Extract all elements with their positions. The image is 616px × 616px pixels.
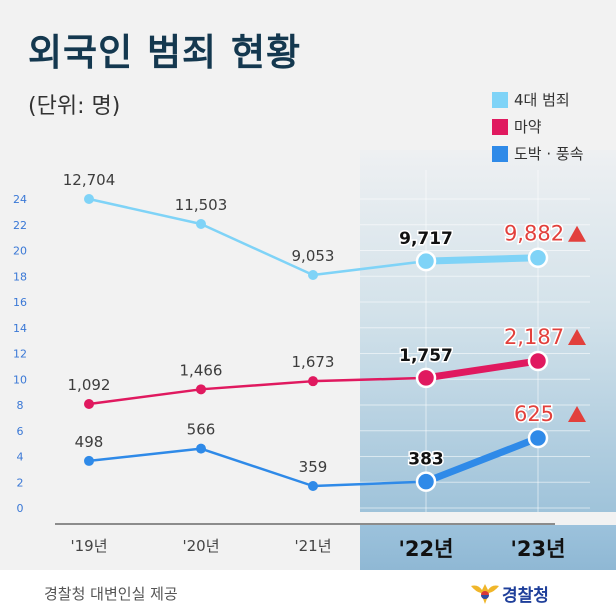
data-point-drug xyxy=(415,367,437,389)
series-line-gambling xyxy=(87,447,203,463)
y-tick-label: 22 xyxy=(13,219,27,232)
series-line-crime xyxy=(87,197,203,226)
data-label-drug: 1,757 xyxy=(399,346,453,366)
increase-triangle-icon xyxy=(568,329,586,345)
y-tick-label: 0 xyxy=(17,502,24,515)
data-point-crime xyxy=(84,194,94,204)
series-line-crime xyxy=(311,259,428,277)
increase-triangle-icon xyxy=(568,225,586,242)
legend-label: 마약 xyxy=(514,118,542,136)
source-credit: 경찰청 대변인실 제공 xyxy=(44,585,178,603)
footer: 경찰청 대변인실 제공 경찰청 xyxy=(0,570,616,616)
legend-swatch-gambling xyxy=(492,145,508,162)
data-label-crime: 9,053 xyxy=(292,247,335,265)
data-label-crime: 12,704 xyxy=(63,171,116,189)
unit-label: (단위: 명) xyxy=(28,94,121,119)
data-label-drug: 1,466 xyxy=(180,361,223,379)
data-point-crime xyxy=(196,219,206,230)
data-point-crime xyxy=(308,270,318,280)
data-label-gambling: 566 xyxy=(187,421,216,439)
legend-item-drug: 마약 xyxy=(492,113,584,140)
legend-label: 4대 범죄 xyxy=(514,91,570,109)
data-point-drug xyxy=(527,350,549,372)
data-label-gambling: 383 xyxy=(408,450,444,470)
y-tick-label: 2 xyxy=(17,476,24,489)
series-line-gambling xyxy=(199,447,315,488)
legend-label: 도박 · 풍속 xyxy=(514,145,584,163)
x-tick-label: '22년 xyxy=(399,537,454,561)
data-label-drug: 1,092 xyxy=(68,376,111,394)
series-line-gambling xyxy=(311,480,428,488)
x-tick-label: '21년 xyxy=(294,537,331,555)
data-point-gambling xyxy=(308,481,318,491)
series-line-drug xyxy=(422,357,542,382)
data-point-drug xyxy=(196,384,206,395)
data-point-gambling xyxy=(196,443,206,454)
data-label-crime: 9,882 xyxy=(504,222,564,246)
series-line-gambling xyxy=(422,434,542,486)
data-point-crime xyxy=(415,250,437,272)
data-point-gambling xyxy=(84,455,94,466)
series-line-crime xyxy=(199,222,315,277)
data-label-gambling: 359 xyxy=(299,458,328,476)
data-label-crime: 9,717 xyxy=(399,229,453,249)
x-tick-label: '23년 xyxy=(511,537,566,561)
y-tick-label: 24 xyxy=(13,193,27,206)
y-tick-label: 16 xyxy=(13,296,27,309)
legend-item-gambling: 도박 · 풍속 xyxy=(492,140,584,167)
police-logo: 경찰청 xyxy=(470,578,549,608)
series-line-crime xyxy=(422,254,542,265)
y-tick-label: 14 xyxy=(13,322,27,335)
data-label-crime: 11,503 xyxy=(175,196,228,214)
data-label-gambling: 625 xyxy=(514,402,554,426)
y-tick-label: 6 xyxy=(17,425,24,438)
y-tick-label: 18 xyxy=(13,270,27,283)
police-emblem-icon xyxy=(471,584,499,604)
highlight-panel xyxy=(360,150,616,512)
legend-swatch-drug xyxy=(492,118,508,135)
x-tick-label: '20년 xyxy=(182,537,219,555)
data-point-crime xyxy=(527,247,549,268)
y-tick-label: 20 xyxy=(13,245,27,258)
legend-item-crime: 4대 범죄 xyxy=(492,86,584,113)
data-label-drug: 2,187 xyxy=(504,325,564,349)
y-tick-label: 8 xyxy=(17,399,24,412)
y-tick-label: 10 xyxy=(13,373,27,386)
data-point-gambling xyxy=(415,471,437,492)
highlight-axis-band xyxy=(360,525,616,570)
x-tick-label: '19년 xyxy=(70,537,107,555)
data-point-gambling xyxy=(527,427,549,449)
series-line-drug xyxy=(311,376,428,383)
series-line-drug xyxy=(199,379,315,391)
logo-text: 경찰청 xyxy=(502,585,549,606)
increase-triangle-icon xyxy=(568,406,586,422)
y-tick-label: 12 xyxy=(13,348,27,361)
y-tick-label: 4 xyxy=(17,451,24,464)
data-point-drug xyxy=(308,376,318,387)
page-title: 외국인 범죄 현황 xyxy=(28,31,302,74)
data-point-drug xyxy=(84,399,94,409)
legend-swatch-crime xyxy=(492,91,508,108)
data-label-gambling: 498 xyxy=(75,433,104,451)
legend: 4대 범죄 마약 도박 · 풍속 xyxy=(492,86,584,167)
data-label-drug: 1,673 xyxy=(292,353,335,371)
series-line-drug xyxy=(87,388,203,406)
